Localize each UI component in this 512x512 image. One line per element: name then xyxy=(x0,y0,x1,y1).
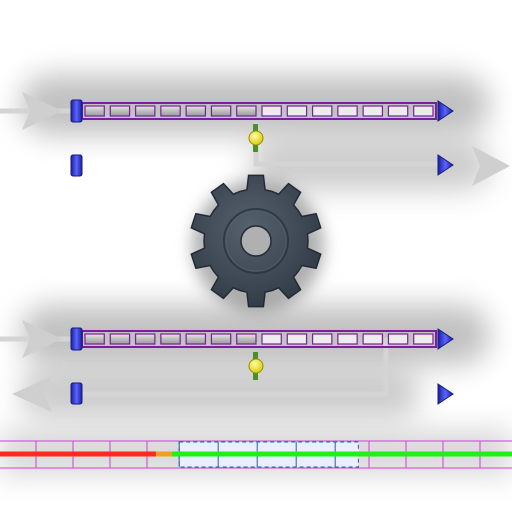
gear-button[interactable] xyxy=(190,174,324,312)
sensor-icon[interactable] xyxy=(248,352,264,380)
conveyor-segment xyxy=(134,105,156,117)
progress-fail-bar xyxy=(0,451,164,457)
conveyor-segment xyxy=(84,333,105,345)
conveyor-segment xyxy=(413,333,434,345)
conveyor-segment xyxy=(261,333,282,345)
arrow-icon xyxy=(12,376,52,412)
endpoint-icon[interactable] xyxy=(70,99,83,123)
path-lower-branch xyxy=(73,337,389,397)
sensor-icon[interactable] xyxy=(248,124,264,152)
conveyor-upper[interactable] xyxy=(81,102,437,120)
conveyor-segment xyxy=(362,105,384,117)
conveyor-segment xyxy=(185,105,207,117)
conveyor-segment xyxy=(286,105,308,117)
conveyor-segment xyxy=(185,333,207,345)
conveyor-lower[interactable] xyxy=(81,330,437,348)
gear-hub-ring xyxy=(223,208,289,274)
endpoints xyxy=(70,99,454,405)
conveyor-segment xyxy=(337,105,358,117)
arrow-icon xyxy=(472,146,510,186)
endpoint-icon[interactable] xyxy=(437,383,454,405)
conveyor-segment xyxy=(337,333,358,345)
conveyor-segment xyxy=(160,105,181,117)
endpoint-icon[interactable] xyxy=(70,327,83,351)
arrow-icon xyxy=(22,92,62,130)
conveyor-segment xyxy=(236,105,257,117)
gear-hub-ring-light xyxy=(225,210,287,272)
endpoint-icon[interactable] xyxy=(437,100,454,122)
conveyor-segment xyxy=(109,105,131,117)
progress-track xyxy=(0,440,512,469)
conveyor-segment xyxy=(311,105,333,117)
direction-arrows xyxy=(12,92,510,412)
endpoint-icon[interactable] xyxy=(437,154,454,176)
conveyor-segment xyxy=(109,333,131,345)
conveyor-segment xyxy=(210,105,232,117)
conveyor-segment xyxy=(362,333,384,345)
endpoint-icon[interactable] xyxy=(437,328,454,350)
arrow-icon xyxy=(22,320,62,358)
conveyor-segment xyxy=(160,333,181,345)
conveyor-segment xyxy=(210,333,232,345)
endpoint-icon[interactable] xyxy=(70,382,83,405)
endpoint-icon[interactable] xyxy=(70,154,83,177)
conveyor-segment xyxy=(286,333,308,345)
conveyor-segment xyxy=(134,333,156,345)
conveyor-segment xyxy=(84,105,105,117)
conveyor-segment xyxy=(261,105,282,117)
progress-ok-bar xyxy=(171,451,512,457)
progress-transition xyxy=(155,451,172,457)
sensors xyxy=(248,124,264,380)
conveyor-segment xyxy=(413,105,434,117)
conveyor-segment xyxy=(311,333,333,345)
conveyor-segment xyxy=(387,333,409,345)
conveyor-segment xyxy=(236,333,257,345)
conveyor-segment xyxy=(387,105,409,117)
gear-icon xyxy=(190,174,322,308)
